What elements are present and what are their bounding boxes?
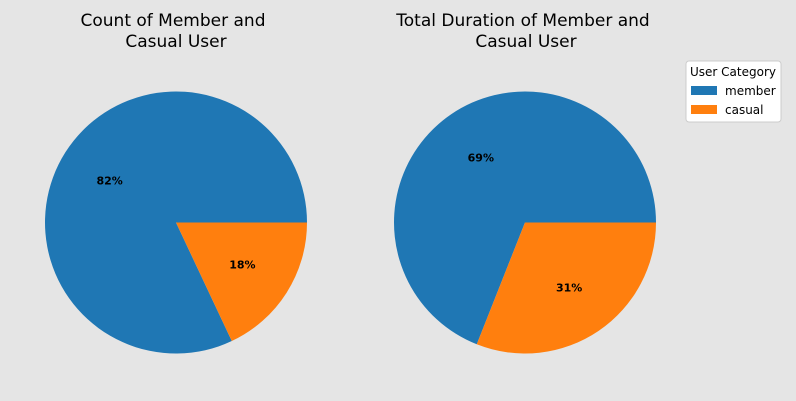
pie-label-member: 82% bbox=[96, 174, 122, 187]
legend-label-member: member bbox=[725, 84, 776, 98]
pie-label-casual: 31% bbox=[556, 282, 582, 295]
legend-title: User Category bbox=[690, 65, 776, 79]
chart-title-line-1: Total Duration of Member and bbox=[395, 11, 649, 31]
legend-swatch-casual bbox=[691, 105, 717, 114]
pie-chart-count: Count of Member and Casual User 82% 18% bbox=[44, 11, 308, 354]
chart-title-line-1: Count of Member and bbox=[81, 11, 266, 31]
pie-label-casual: 18% bbox=[229, 259, 255, 272]
legend-label-casual: casual bbox=[725, 103, 764, 117]
pie-chart-duration: Total Duration of Member and Casual User… bbox=[393, 11, 656, 354]
pie-label-member: 69% bbox=[468, 151, 494, 164]
pie-slices: 82% 18% bbox=[44, 91, 308, 354]
pie-slices: 69% 31% bbox=[393, 91, 656, 354]
pie-slice-member bbox=[44, 91, 308, 354]
chart-title-line-2: Casual User bbox=[125, 32, 226, 52]
pie-slice-member bbox=[393, 91, 656, 345]
legend-swatch-member bbox=[691, 86, 717, 95]
pie-slice-casual bbox=[176, 222, 307, 342]
chart-title-line-2: Casual User bbox=[475, 32, 576, 52]
pie-slice-casual bbox=[476, 222, 656, 354]
legend: User Category member casual bbox=[685, 60, 782, 123]
